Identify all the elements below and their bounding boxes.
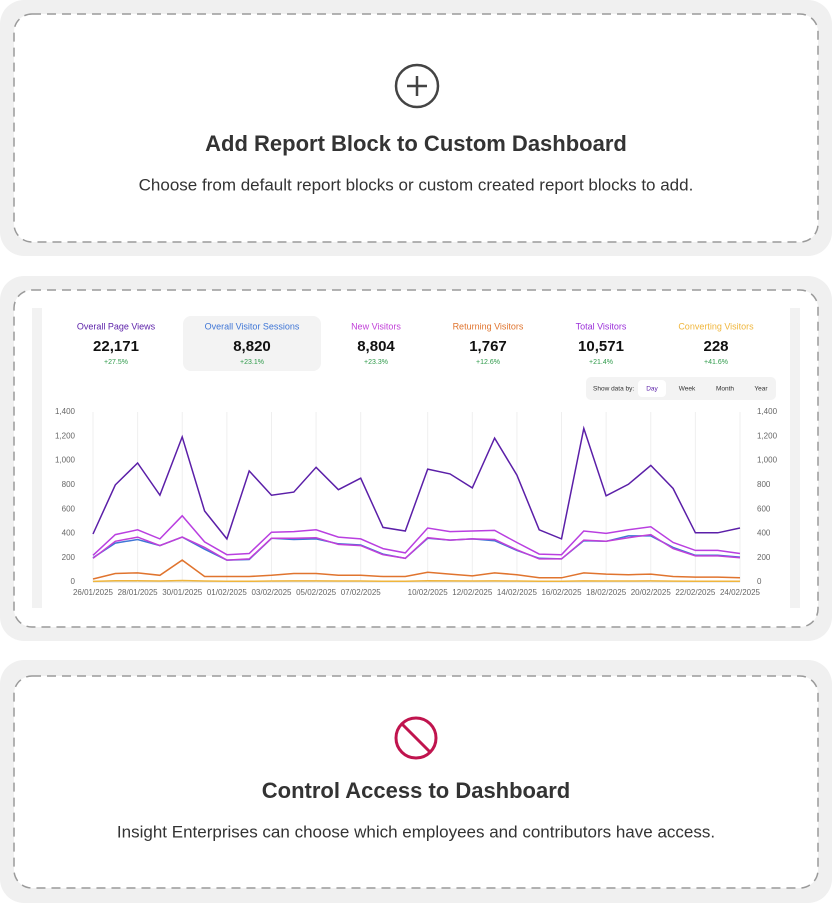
y-tick-label: 0: [71, 577, 76, 586]
card-title: Add Report Block to Custom Dashboard: [205, 131, 627, 156]
y2-tick-label: 800: [757, 480, 771, 489]
kpi-label: Converting Visitors: [678, 321, 754, 331]
y2-tick-label: 200: [757, 553, 771, 562]
range-option[interactable]: Year: [754, 386, 768, 393]
range-option[interactable]: Month: [716, 386, 734, 393]
series-line: [92, 559, 741, 580]
kpi-value: 8,804: [357, 338, 395, 355]
series-line: [92, 514, 741, 556]
kpi-change: +12.6%: [476, 359, 500, 366]
x-tick-label: 01/02/2025: [207, 588, 248, 597]
kpi-value: 8,820: [233, 338, 271, 355]
y-tick-label: 400: [62, 529, 76, 538]
series-line: [92, 579, 740, 583]
y-tick-label: 200: [62, 553, 76, 562]
y-tick-label: 800: [62, 480, 76, 489]
kpi-change: +23.1%: [240, 359, 264, 366]
x-tick-label: 24/02/2025: [720, 588, 761, 597]
x-tick-label: 18/02/2025: [586, 588, 627, 597]
card[interactable]: [13, 675, 819, 889]
kpi-value: 22,171: [93, 338, 139, 355]
y2-tick-label: 1,200: [757, 431, 778, 440]
range-selected: [638, 380, 666, 397]
card-title: Control Access to Dashboard: [262, 778, 570, 803]
kpi-value: 228: [703, 338, 728, 355]
kpi-label: Total Visitors: [576, 321, 627, 331]
chart-panel: [42, 308, 790, 608]
range-option[interactable]: Day: [646, 386, 658, 393]
kpi-value: 10,571: [578, 338, 624, 355]
add-icon[interactable]: [394, 63, 440, 109]
y2-tick-label: 1,400: [757, 407, 778, 416]
add-icon-plus: [407, 76, 427, 96]
y2-tick-label: 0: [757, 577, 762, 586]
x-tick-label: 10/02/2025: [408, 588, 449, 597]
x-tick-label: 12/02/2025: [452, 588, 493, 597]
range-option[interactable]: Week: [679, 386, 696, 393]
y-tick-label: 600: [62, 504, 76, 513]
y-tick-label: 1,000: [55, 456, 76, 465]
y2-tick-label: 1,000: [757, 456, 778, 465]
kpi-label: Overall Visitor Sessions: [205, 321, 300, 331]
kpi-label: Overall Page Views: [77, 321, 156, 331]
y2-tick-label: 600: [757, 504, 771, 513]
x-tick-label: 16/02/2025: [541, 588, 582, 597]
kpi-label: Returning Visitors: [453, 321, 524, 331]
range-bar: [586, 377, 776, 400]
y-tick-label: 1,400: [55, 407, 76, 416]
x-tick-label: 28/01/2025: [118, 588, 159, 597]
x-tick-label: 03/02/2025: [251, 588, 292, 597]
x-tick-label: 07/02/2025: [341, 588, 382, 597]
card[interactable]: [13, 13, 819, 243]
kpi-selected: [183, 316, 321, 371]
range-label: Show data by:: [593, 386, 634, 393]
block-icon[interactable]: [394, 716, 438, 760]
series-line: [92, 425, 741, 541]
kpi-change: +23.3%: [364, 359, 388, 366]
card-description: Choose from default report blocks or cus…: [139, 175, 694, 194]
kpi-change: +21.4%: [589, 359, 613, 366]
x-tick-label: 30/01/2025: [162, 588, 203, 597]
x-tick-label: 05/02/2025: [296, 588, 337, 597]
kpi-value: 1,767: [469, 338, 507, 355]
y-tick-label: 1,200: [55, 431, 76, 440]
x-tick-label: 22/02/2025: [675, 588, 716, 597]
kpi-change: +27.5%: [104, 359, 128, 366]
x-tick-label: 14/02/2025: [497, 588, 538, 597]
card-description: Insight Enterprises can choose which emp…: [117, 822, 715, 841]
kpi-label: New Visitors: [351, 321, 401, 331]
y2-tick-label: 400: [757, 529, 771, 538]
x-tick-label: 26/01/2025: [73, 588, 114, 597]
series-line: [92, 533, 741, 561]
kpi-change: +41.6%: [704, 359, 728, 366]
block-icon-slash: [400, 722, 432, 754]
x-tick-label: 20/02/2025: [631, 588, 672, 597]
